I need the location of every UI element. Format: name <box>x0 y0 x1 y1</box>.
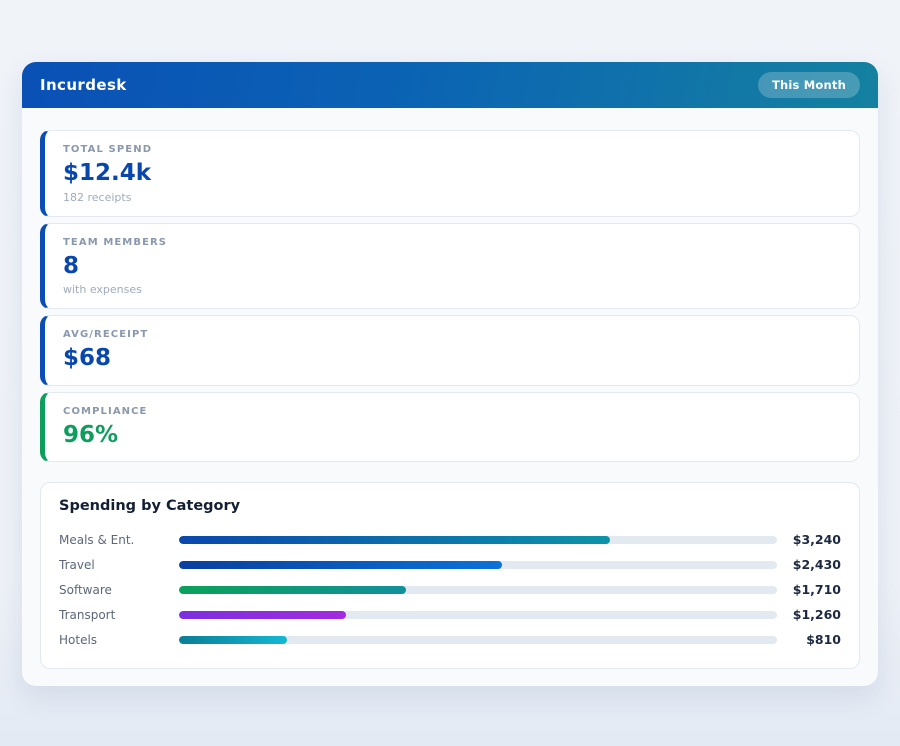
stat-card-total-spend: TOTAL SPEND $12.4k 182 receipts <box>40 130 860 217</box>
stat-value: $68 <box>63 345 112 372</box>
bar-fill <box>179 610 347 619</box>
bar-track <box>179 560 777 569</box>
bar-fill <box>179 635 287 644</box>
stat-label: COMPLIANCE <box>63 405 148 417</box>
spending-by-category-chart: Spending by Category Meals & Ent. $3,240… <box>40 482 860 670</box>
stat-subtext: 182 receipts <box>63 190 132 204</box>
stat-card-team-members: TEAM MEMBERS 8 with expenses <box>40 222 860 310</box>
stat-label: TEAM MEMBERS <box>63 236 168 248</box>
stat-subtext: with expenses <box>63 283 142 297</box>
bar-track <box>179 635 777 644</box>
bar-row-travel: Travel $2,430 <box>59 552 841 577</box>
bar-track <box>179 585 777 594</box>
panel-body: TOTAL SPEND $12.4k 182 receipts TEAM MEM… <box>22 108 878 686</box>
bar-fill <box>179 585 407 594</box>
bar-value-label: $3,240 <box>792 532 841 548</box>
bar-row-transport: Transport $1,260 <box>59 602 841 627</box>
stat-card-compliance: COMPLIANCE 96% <box>40 391 860 463</box>
app-header: Incurdesk This Month <box>22 62 878 108</box>
stat-value: 8 <box>63 252 80 279</box>
bar-row-software: Software $1,710 <box>59 577 841 602</box>
bar-category-label: Travel <box>59 557 95 572</box>
stat-label: AVG/RECEIPT <box>63 329 149 341</box>
stat-value: 96% <box>63 421 119 448</box>
bar-track <box>179 535 777 544</box>
bar-fill <box>179 535 610 544</box>
bar-value-label: $1,710 <box>792 582 841 598</box>
bar-value-label: $2,430 <box>792 557 841 573</box>
app-title: Incurdesk <box>40 76 127 94</box>
chart-title: Spending by Category <box>59 498 241 515</box>
bar-category-label: Software <box>59 582 112 597</box>
bar-fill <box>179 560 502 569</box>
bar-value-label: $1,260 <box>792 607 841 623</box>
bar-category-label: Meals & Ent. <box>59 532 135 547</box>
app-panel: Incurdesk This Month TOTAL SPEND $12.4k … <box>22 62 878 686</box>
bar-row-hotels: Hotels $810 <box>59 627 841 652</box>
stat-value: $12.4k <box>63 160 152 186</box>
bar-track <box>179 610 777 619</box>
bar-category-label: Transport <box>59 607 116 622</box>
period-badge[interactable]: This Month <box>757 72 860 98</box>
bar-row-meals: Meals & Ent. $3,240 <box>59 527 841 552</box>
stat-card-avg-receipt: AVG/RECEIPT $68 <box>40 315 860 386</box>
bar-value-label: $810 <box>806 632 841 648</box>
bar-category-label: Hotels <box>59 632 98 647</box>
stat-label: TOTAL SPEND <box>63 144 153 155</box>
